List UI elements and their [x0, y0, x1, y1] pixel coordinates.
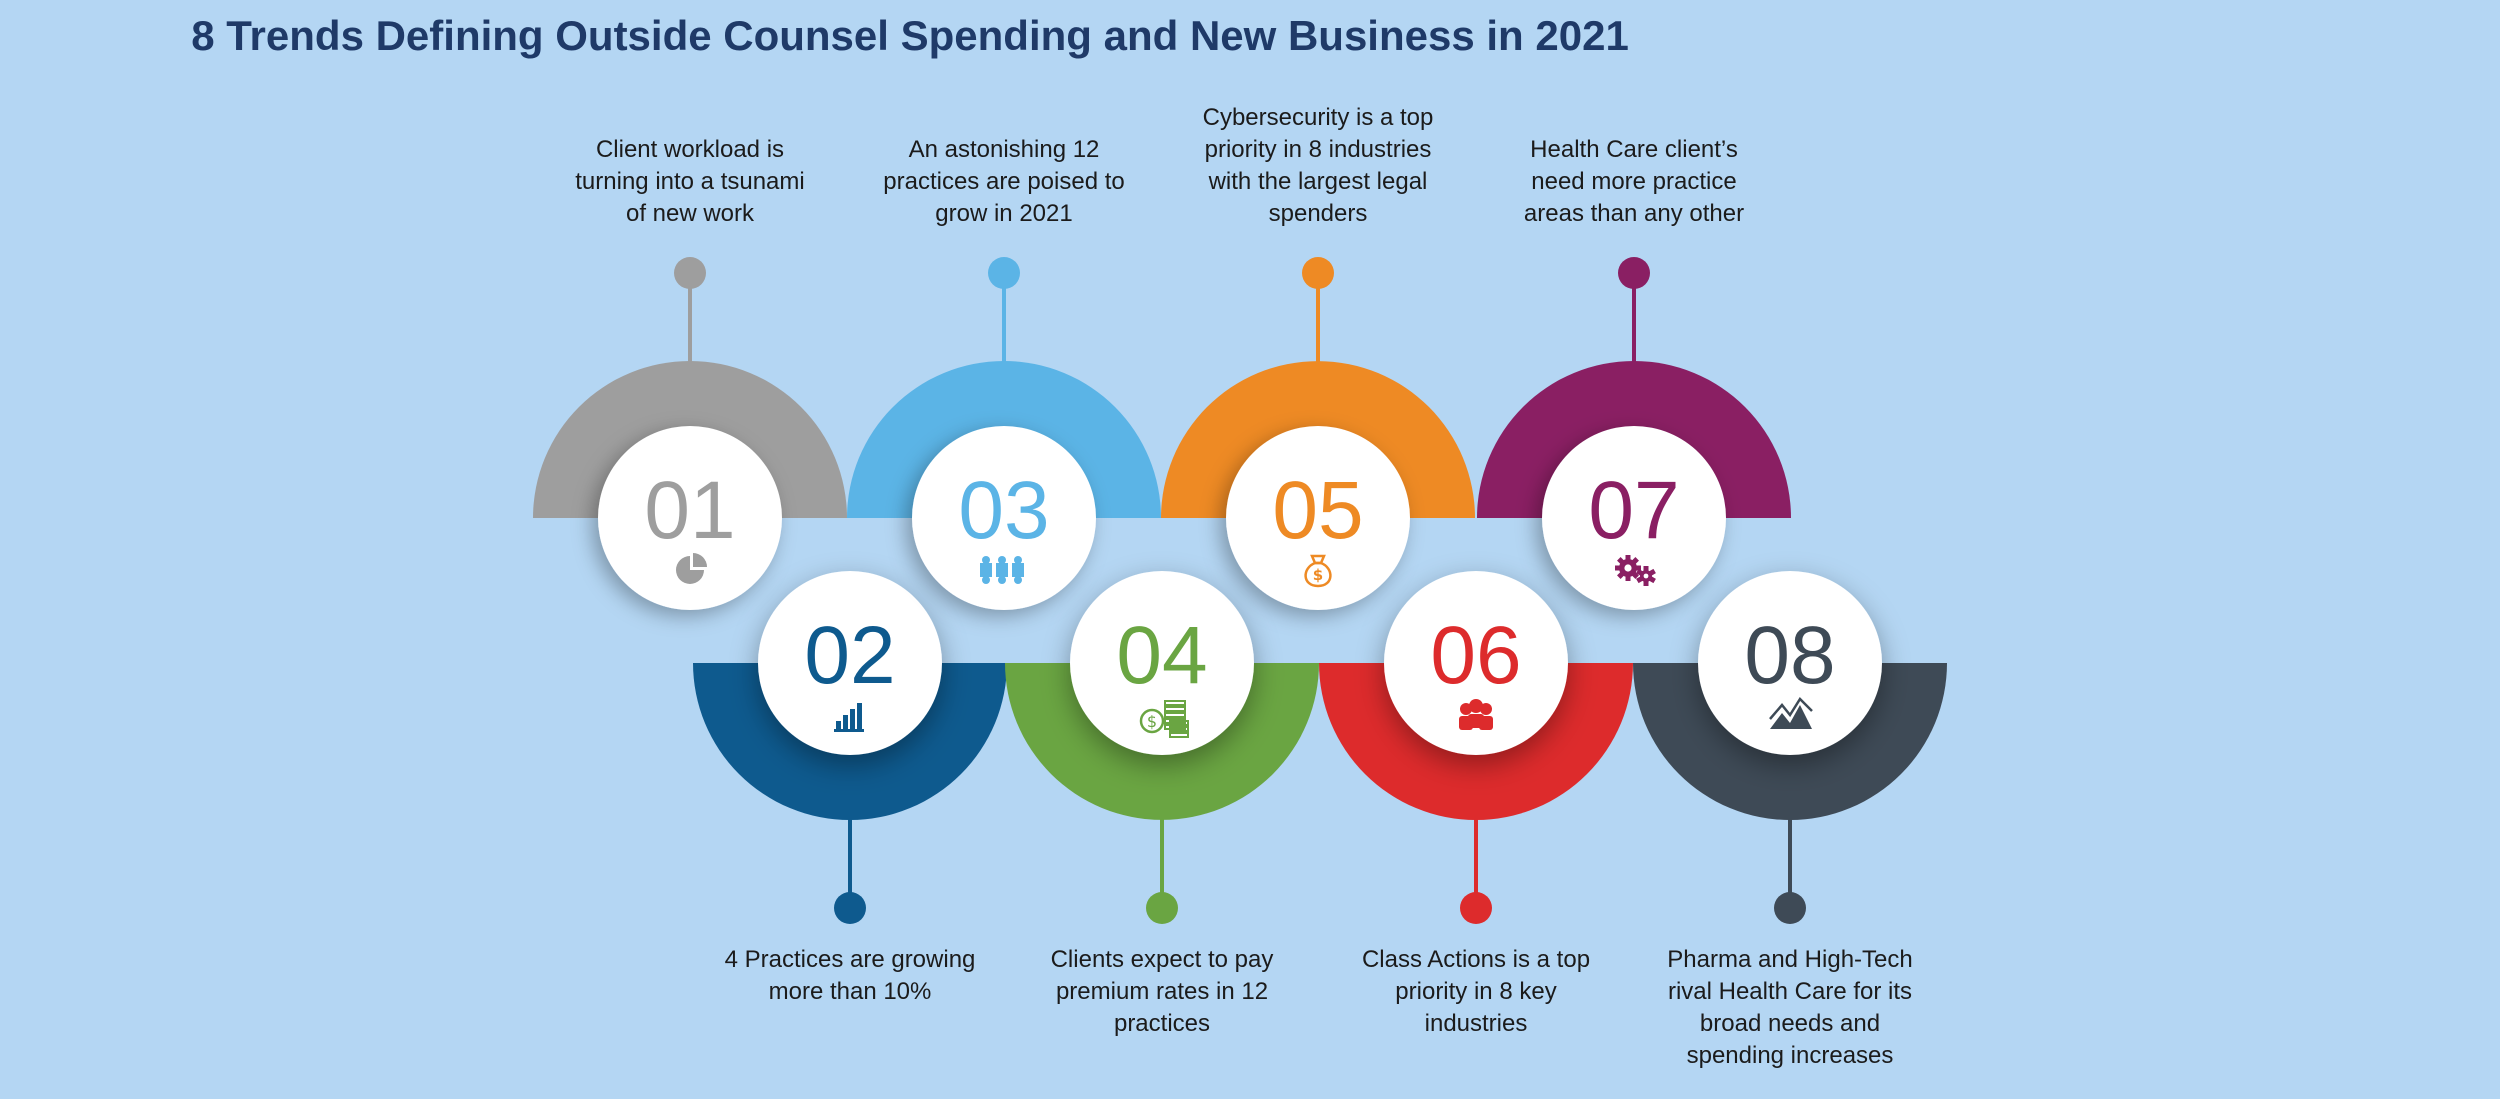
trend-connector-01	[674, 257, 706, 363]
trend-connector-03	[988, 257, 1020, 363]
trend-caption-02: 4 Practices are growing more than 10%	[700, 944, 1000, 1008]
trend-caption-line: Pharma and High-Tech	[1667, 946, 1913, 973]
trend-number-04: 04	[1116, 610, 1207, 701]
trend-connector-06	[1460, 818, 1492, 924]
bar-chart-icon	[834, 703, 864, 732]
trend-caption-line: 4 Practices are growing	[724, 946, 976, 973]
trend-caption-line: priority in 8 industries	[1204, 136, 1432, 163]
trend-badge-08: 08	[1698, 571, 1882, 755]
trend-badge-06: 06	[1384, 571, 1568, 755]
trend-caption-line: rival Health Care for its	[1667, 978, 1913, 1005]
trend-caption-line: spending increases	[1686, 1042, 1894, 1069]
trend-caption-line: grow in 2021	[935, 200, 1073, 227]
pie-chart-icon	[676, 553, 707, 584]
coins-icon: $	[1139, 700, 1189, 738]
trend-caption-line: Cybersecurity is a top	[1202, 104, 1434, 131]
gears-icon	[1615, 555, 1656, 586]
svg-text:$: $	[1147, 712, 1157, 731]
trend-caption-line: Clients expect to pay	[1050, 946, 1274, 973]
trend-number-06: 06	[1430, 610, 1521, 701]
mountain-chart-icon	[1769, 697, 1813, 729]
trend-number-02: 02	[804, 610, 895, 701]
trend-badge-07: 07	[1542, 426, 1726, 610]
trend-caption-06: Class Actions is a top priority in 8 key i…	[1326, 944, 1626, 1040]
trend-number-05: 05	[1272, 465, 1363, 556]
trend-caption-line: practices	[1113, 1010, 1211, 1037]
trend-number-07: 07	[1588, 465, 1679, 556]
trend-caption-line: with the largest legal	[1208, 168, 1428, 195]
trend-caption-line: need more practice	[1531, 168, 1737, 195]
trend-caption-line: An astonishing 12	[908, 136, 1100, 163]
trend-badge-01: 01	[598, 426, 782, 610]
trend-caption-line: spenders	[1268, 200, 1368, 227]
trend-caption-line: areas than any other	[1523, 200, 1745, 227]
trend-badge-03: 03	[912, 426, 1096, 610]
money-bag-icon: $	[1304, 554, 1332, 588]
trend-badge-04: 04 $	[1070, 571, 1254, 755]
trend-connector-02	[834, 818, 866, 924]
trend-caption-line: broad needs and	[1699, 1010, 1881, 1037]
trend-number-01: 01	[644, 465, 735, 556]
svg-text:$: $	[1313, 566, 1323, 584]
trend-caption-03: An astonishing 12 practices are poised to…	[854, 134, 1154, 230]
trend-connector-04	[1146, 818, 1178, 924]
trend-connector-05	[1302, 257, 1334, 363]
trend-badge-02: 02	[758, 571, 942, 755]
page-title: 8 Trends Defining Outside Counsel Spendi…	[191, 12, 1629, 59]
people-group-icon	[1459, 699, 1493, 730]
trend-badge-05: 05 $	[1226, 426, 1410, 610]
trend-caption-line: Client workload is	[595, 136, 785, 163]
trend-caption-line: industries	[1424, 1010, 1528, 1037]
trend-caption-05: Cybersecurity is a top priority in 8 indu…	[1168, 102, 1468, 230]
trend-caption-07: Health Care client’s need more practice ar…	[1484, 134, 1784, 230]
trend-caption-08: Pharma and High-Tech rival Health Care fo…	[1640, 944, 1940, 1072]
trend-caption-01: Client workload is turning into a tsunami…	[540, 134, 840, 230]
trend-caption-04: Clients expect to pay premium rates in 12…	[1012, 944, 1312, 1040]
trend-caption-line: priority in 8 key	[1395, 978, 1557, 1005]
trend-caption-line: premium rates in 12	[1055, 978, 1269, 1005]
trend-connector-08	[1774, 818, 1806, 924]
trend-caption-line: Class Actions is a top	[1361, 946, 1591, 973]
trend-caption-line: Health Care client’s	[1530, 136, 1738, 163]
trend-number-08: 08	[1744, 610, 1835, 701]
trend-caption-line: turning into a tsunami	[575, 168, 805, 195]
trend-number-03: 03	[958, 465, 1049, 556]
puzzle-icon	[980, 556, 1024, 584]
trend-connector-07	[1618, 257, 1650, 363]
trend-caption-line: of new work	[625, 200, 755, 227]
trend-caption-line: practices are poised to	[883, 168, 1125, 195]
trend-caption-line: more than 10%	[768, 978, 932, 1005]
